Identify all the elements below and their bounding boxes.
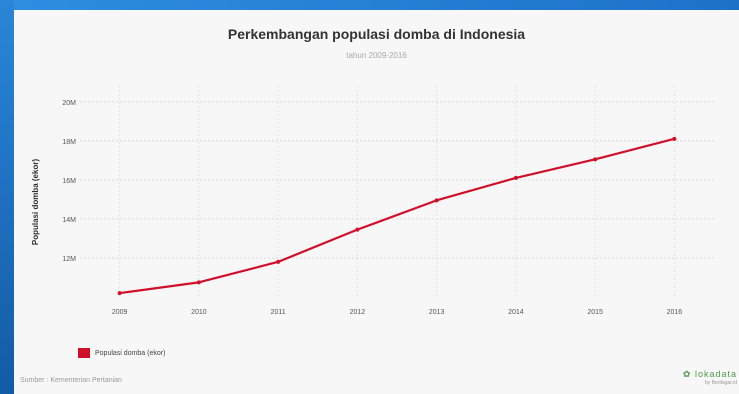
- line-chart: 12M 14M 16M 18M 20M 2009 2010 2011 2012 2013 2014…: [31, 86, 714, 316]
- source-note: Sumber : Kementerian Pertanian: [20, 377, 122, 384]
- brand-icon: ✿: [682, 369, 692, 379]
- window-frame-top: [0, 0, 739, 10]
- brand-name: lokadata: [694, 369, 737, 379]
- y-tick-labels: 12M 14M 16M 18M 20M: [62, 100, 76, 263]
- legend[interactable]: Populasi domba (ekor): [78, 348, 165, 358]
- series-layer: [117, 136, 677, 296]
- brand[interactable]: ✿ lokadata by Beritagar.id: [665, 369, 737, 386]
- x-tick-labels: 2009 2010 2011 2012 2013 2014 2015 2016: [112, 309, 682, 316]
- y-tick-label: 18M: [62, 139, 76, 146]
- data-point[interactable]: [593, 157, 598, 162]
- y-axis-label: Populasi domba (ekor): [31, 159, 40, 246]
- series-line: [119, 137, 675, 295]
- grid-lines: [80, 86, 714, 297]
- data-point[interactable]: [276, 259, 281, 264]
- brand-logo: ✿ lokadata: [665, 369, 737, 380]
- data-point[interactable]: [513, 175, 518, 180]
- y-tick-label: 12M: [62, 256, 76, 263]
- data-point[interactable]: [672, 136, 677, 141]
- chart-subtitle: tahun 2009-2016: [346, 51, 407, 60]
- y-tick-label: 20M: [62, 100, 76, 107]
- legend-swatch: [78, 348, 90, 358]
- chart-title: Perkembangan populasi domba di Indonesia: [227, 26, 526, 42]
- x-tick-label: 2012: [350, 309, 366, 316]
- x-tick-label: 2016: [667, 309, 683, 316]
- x-tick-label: 2013: [429, 309, 445, 316]
- data-point[interactable]: [355, 227, 360, 232]
- chart-card: Perkembangan populasi domba di Indonesia…: [14, 10, 739, 394]
- brand-tagline: by Beritagar.id: [705, 380, 737, 386]
- data-point[interactable]: [117, 291, 122, 296]
- data-point[interactable]: [434, 198, 439, 203]
- x-tick-label: 2010: [191, 309, 207, 316]
- y-tick-label: 16M: [62, 178, 76, 185]
- window-frame-left: [0, 0, 14, 394]
- legend-label: Populasi domba (ekor): [95, 349, 166, 357]
- x-tick-label: 2014: [508, 309, 524, 316]
- data-point[interactable]: [196, 280, 201, 285]
- x-tick-label: 2011: [271, 309, 286, 316]
- x-tick-label: 2015: [587, 309, 603, 316]
- y-tick-label: 14M: [62, 217, 76, 224]
- x-tick-label: 2009: [112, 309, 128, 316]
